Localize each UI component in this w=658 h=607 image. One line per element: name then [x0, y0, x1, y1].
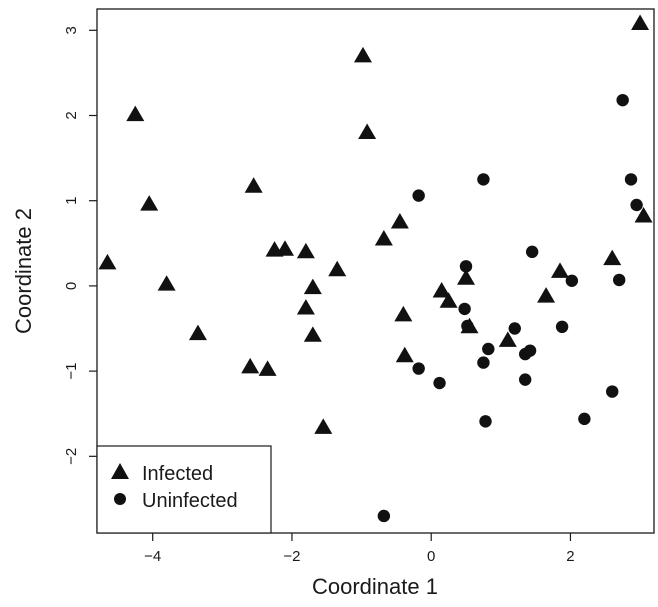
infected-point: [457, 269, 476, 285]
y-axis-label: Coordinate 2: [11, 208, 36, 334]
infected-point: [634, 207, 653, 223]
uninfected-point: [630, 198, 643, 212]
uninfected-point: [412, 362, 425, 375]
infected-point: [394, 305, 413, 322]
x-tick-label: −2: [283, 548, 300, 565]
infected-point: [353, 46, 372, 63]
infected-point: [358, 123, 377, 140]
infected-point: [631, 14, 650, 30]
infected-point: [374, 230, 393, 246]
infected-point: [244, 177, 263, 193]
infected-point: [314, 418, 333, 434]
uninfected-point: [624, 173, 638, 186]
y-tick-label: 1: [63, 197, 80, 205]
uninfected-point: [461, 319, 474, 333]
infected-point: [439, 292, 458, 308]
uninfected-point: [479, 415, 492, 428]
legend: Infected Uninfected: [96, 445, 272, 534]
uninfected-point: [377, 509, 391, 523]
uninfected-point: [433, 376, 446, 390]
infected-point: [241, 357, 260, 374]
uninfected-point: [612, 273, 626, 287]
infected-point: [551, 262, 570, 278]
x-tick-label: −4: [144, 548, 161, 565]
uninfected-point: [459, 260, 473, 273]
uninfected-point: [518, 373, 532, 386]
infected-point: [537, 287, 556, 303]
uninfected-point: [578, 412, 591, 426]
infected-point: [188, 324, 207, 341]
y-tick-label: −2: [63, 448, 80, 465]
uninfected-point: [458, 302, 471, 316]
legend-triangle-icon: [111, 463, 129, 479]
infected-point: [275, 240, 294, 256]
infected-point: [303, 278, 322, 295]
x-axis: −4 −2 0 2: [144, 533, 575, 565]
uninfected-point: [482, 342, 495, 356]
x-tick-label: 0: [427, 548, 435, 565]
y-tick-label: 0: [63, 282, 80, 290]
y-axis: −2 −1 0 1 2 3: [63, 26, 97, 465]
infected-point: [98, 253, 117, 270]
infected-point: [395, 346, 414, 363]
y-tick-label: 2: [63, 111, 80, 119]
infected-point: [258, 360, 277, 376]
infected-point: [603, 249, 622, 266]
infected-point: [296, 242, 315, 259]
legend-label-uninfected: Uninfected: [142, 490, 238, 512]
x-tick-label: 2: [566, 548, 574, 565]
uninfected-point: [477, 173, 490, 186]
infected-point: [157, 275, 176, 291]
infected-point: [296, 299, 315, 315]
uninfected-point: [555, 320, 569, 334]
uninfected-point: [606, 385, 619, 398]
infected-point: [432, 282, 451, 298]
uninfected-point: [525, 245, 539, 259]
uninfected-point: [565, 274, 579, 287]
uninfected-point: [616, 93, 629, 107]
legend-box: [96, 445, 272, 534]
legend-label-infected: Infected: [142, 463, 213, 485]
infected-point: [390, 213, 409, 229]
uninfected-point: [412, 189, 425, 202]
y-tick-label: 3: [63, 26, 80, 34]
infected-point: [498, 331, 517, 347]
infected-point: [140, 195, 159, 211]
data-points: [98, 14, 653, 523]
x-axis-label: Coordinate 1: [312, 574, 438, 599]
infected-point: [328, 260, 347, 277]
uninfected-point: [508, 322, 521, 335]
uninfected-point: [523, 344, 537, 357]
legend-circle-icon: [114, 493, 126, 505]
uninfected-point: [477, 356, 490, 369]
y-tick-label: −1: [63, 363, 80, 380]
infected-point: [126, 105, 145, 122]
infected-point: [303, 326, 322, 342]
plot-frame: [96, 8, 655, 534]
